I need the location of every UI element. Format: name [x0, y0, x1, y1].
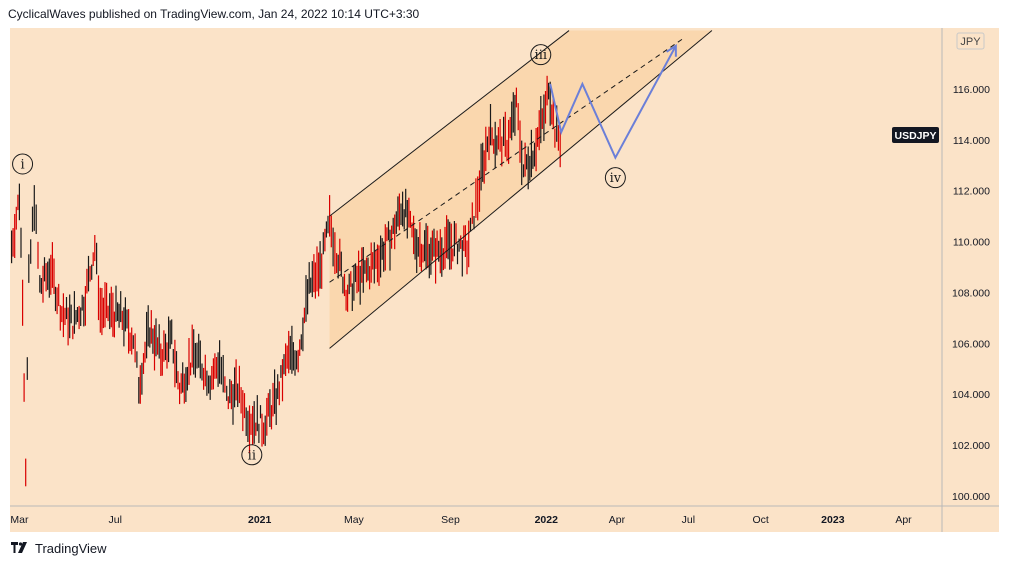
- price-tick-label: 108.000: [952, 287, 990, 299]
- projection-arrowhead: [666, 43, 677, 57]
- time-tick-label: 2022: [535, 514, 559, 526]
- wave-label-text: iii: [535, 48, 547, 63]
- channel-upper-line[interactable]: [329, 30, 570, 217]
- price-series: [11, 75, 561, 487]
- time-tick-label: May: [344, 514, 365, 526]
- symbol-badge-label: USDJPY: [894, 130, 936, 142]
- tradingview-logo-icon: [11, 541, 27, 553]
- footer-brand[interactable]: TradingView: [10, 541, 107, 556]
- time-tick-label: 2021: [248, 514, 272, 526]
- price-axis[interactable]: 100.000 102.000 104.000 106.000 108.000 110.0…: [952, 84, 990, 503]
- currency-badge[interactable]: JPY: [956, 32, 985, 50]
- price-tick-label: 110.000: [953, 237, 990, 249]
- currency-badge-label: JPY: [960, 36, 981, 48]
- time-tick-label: 2023: [821, 514, 845, 526]
- wave-label-text: ii: [248, 448, 256, 463]
- brand-name: TradingView: [35, 541, 107, 556]
- price-tick-label: 114.000: [953, 135, 990, 147]
- wave-label-iii: iii: [530, 44, 552, 66]
- time-axis[interactable]: Mar Jul 2021 May Sep 2022 Apr Jul Oct 2023 Apr: [10, 514, 912, 526]
- time-tick-label: Sep: [441, 514, 460, 526]
- wave-label-i: i: [12, 153, 34, 175]
- y-axis-area: [942, 28, 999, 532]
- wave-label-ii: ii: [241, 444, 263, 466]
- time-tick-label: Oct: [752, 514, 768, 526]
- projection-path[interactable]: [549, 43, 677, 160]
- time-tick-label: Mar: [10, 514, 29, 526]
- time-tick-label: Apr: [609, 514, 626, 526]
- x-axis-area: [10, 506, 942, 532]
- price-tick-label: 106.000: [952, 338, 990, 350]
- projection-line: [549, 45, 677, 160]
- publish-header: CyclicalWaves published on TradingView.c…: [8, 7, 420, 21]
- plot-area: [10, 28, 942, 506]
- time-tick-label: Apr: [895, 514, 912, 526]
- symbol-price-badge[interactable]: USDJPY: [892, 127, 939, 143]
- price-tick-label: 102.000: [952, 440, 990, 452]
- price-tick-label: 100.000: [952, 491, 990, 503]
- price-tick-label: 112.000: [953, 186, 990, 198]
- price-tick-label: 116.000: [953, 84, 990, 96]
- time-tick-label: Jul: [108, 514, 121, 526]
- time-tick-label: Jul: [682, 514, 695, 526]
- wave-label-text: iv: [610, 171, 622, 186]
- channel-lower-line[interactable]: [329, 30, 713, 349]
- price-tick-label: 104.000: [952, 389, 990, 401]
- wave-label-iv: iv: [604, 167, 626, 189]
- wave-label-text: i: [20, 158, 24, 173]
